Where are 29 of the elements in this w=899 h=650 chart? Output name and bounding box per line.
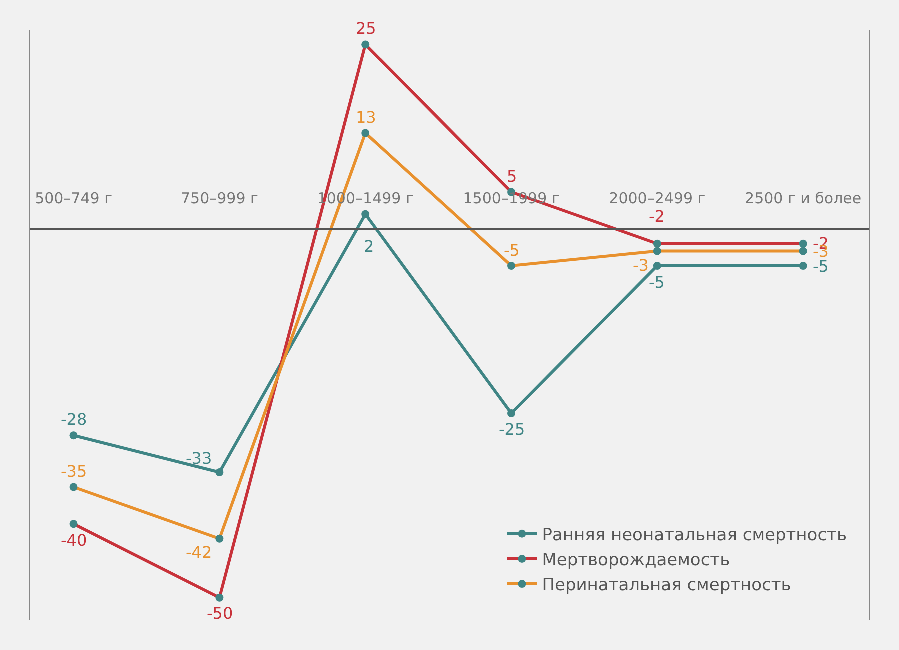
data-label: 5: [507, 167, 518, 186]
x-tick-label: 2500 г и более: [745, 189, 862, 208]
data-label: -5: [813, 257, 829, 276]
x-tick-label: 2000–2499 г: [609, 189, 706, 208]
point: [70, 432, 78, 440]
data-label: -3: [633, 256, 649, 275]
legend-label: Ранняя неонатальная смертность: [542, 525, 847, 546]
data-label: -50: [207, 604, 234, 623]
legend-label: Перинатальная смертность: [542, 576, 792, 596]
x-tick-label: 500–749 г: [35, 189, 113, 208]
data-label: -35: [61, 462, 88, 481]
point: [508, 410, 516, 418]
legend-label: Мертворождаемость: [542, 550, 730, 571]
data-label: 2: [364, 237, 374, 256]
data-label: -2: [649, 207, 665, 226]
data-label: -25: [499, 420, 526, 439]
point: [799, 262, 808, 270]
data-label: -5: [649, 273, 665, 292]
data-label: -5: [504, 241, 520, 260]
data-label: 13: [356, 108, 376, 127]
data-label: 25: [356, 19, 376, 38]
data-label: -28: [61, 410, 88, 429]
point: [216, 468, 224, 476]
data-label: -33: [186, 449, 212, 468]
data-label: -40: [61, 531, 88, 550]
x-tick-label: 750–999 г: [180, 189, 259, 208]
data-label: -42: [186, 543, 212, 562]
point: [653, 262, 662, 270]
point: [362, 210, 370, 218]
